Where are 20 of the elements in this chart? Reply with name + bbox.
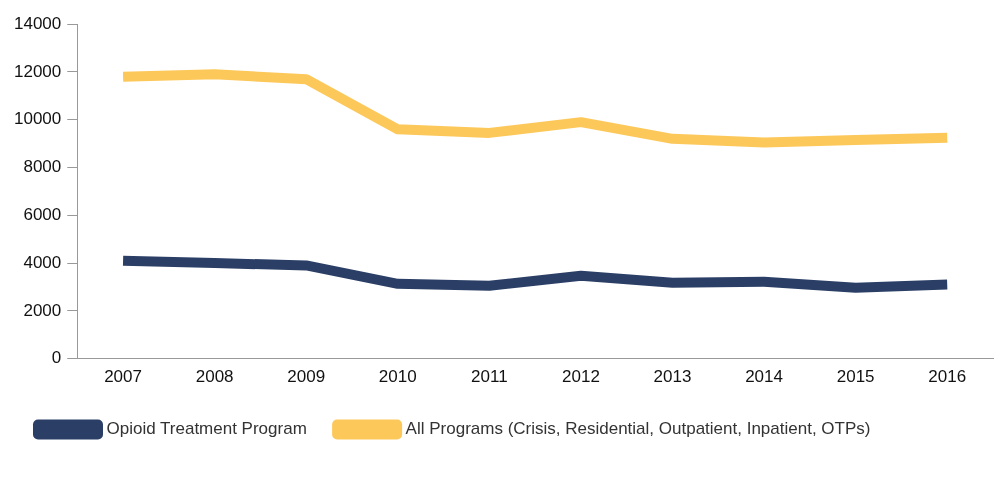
x-tick-label: 2007 <box>104 367 142 387</box>
x-tick-label: 2016 <box>928 367 967 387</box>
y-tick-label: 0 <box>51 348 62 368</box>
x-tick-label: 2014 <box>745 367 783 387</box>
y-tick-label: 8000 <box>23 157 62 177</box>
y-tick-label: 10000 <box>13 109 62 129</box>
x-tick-label: 2008 <box>195 367 234 387</box>
y-tick-label: 2000 <box>23 300 62 320</box>
x-tick-label: 2012 <box>562 367 600 387</box>
legend-label: Opioid Treatment Program <box>106 419 307 439</box>
y-tick-label: 12000 <box>13 61 62 81</box>
x-tick-label: 2015 <box>836 367 875 387</box>
legend-label: All Programs (Crisis, Residential, Outpatient, Inpatient, OTPs) <box>405 419 871 439</box>
y-tick-label: 4000 <box>23 252 62 272</box>
x-tick-label: 2011 <box>471 367 508 387</box>
x-tick-label: 2013 <box>653 367 692 387</box>
y-tick-label: 6000 <box>23 204 62 224</box>
x-tick-label: 2010 <box>378 367 417 387</box>
x-tick-label: 2009 <box>287 367 326 387</box>
y-tick-label: 14000 <box>13 13 62 33</box>
